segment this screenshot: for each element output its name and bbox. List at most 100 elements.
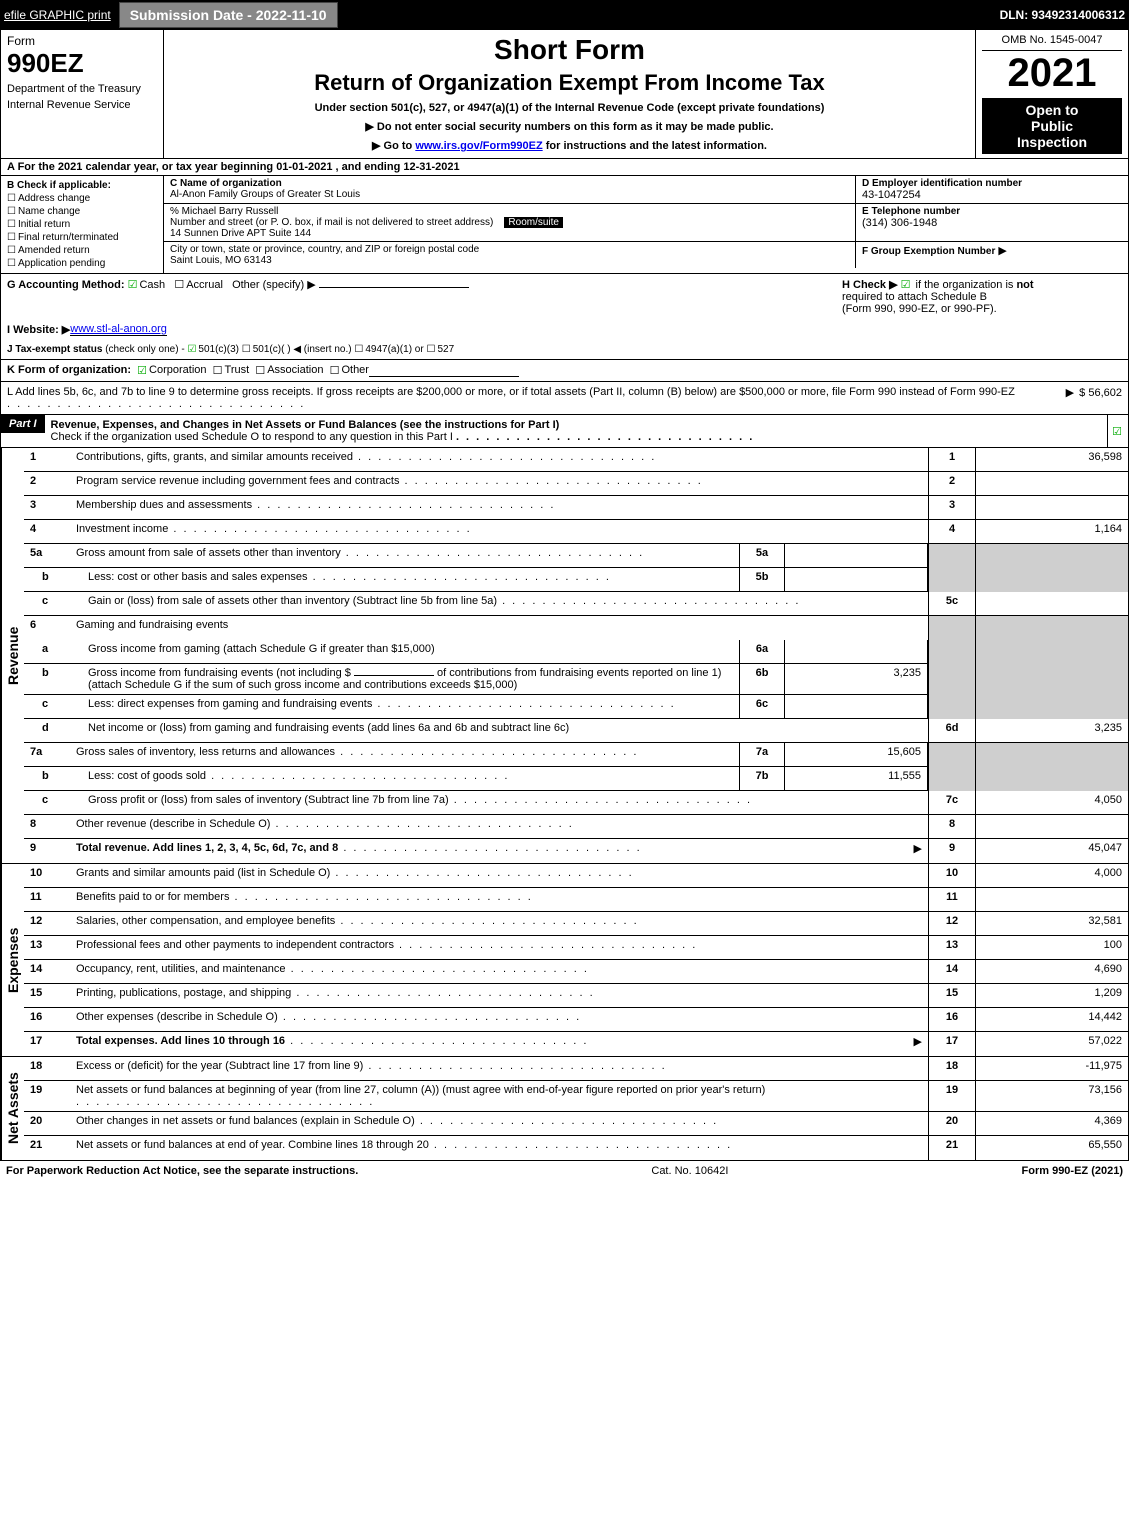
box-b-title: B Check if applicable: [7, 180, 157, 191]
header-right: OMB No. 1545-0047 2021 Open to Public In… [976, 30, 1128, 158]
goto-line: Go to www.irs.gov/Form990EZ for instruct… [174, 139, 965, 152]
blank-line[interactable] [354, 675, 434, 676]
line-rval: -11,975 [976, 1057, 1128, 1081]
line-desc: Investment income [70, 520, 928, 544]
gray-cell [928, 568, 976, 592]
section-bcdef: B Check if applicable: Address change Na… [0, 176, 1129, 274]
gray-cell [976, 664, 1128, 695]
line-desc: Grants and similar amounts paid (list in… [70, 864, 928, 888]
row-h: H Check ▶ if the organization is not req… [842, 278, 1122, 315]
chk-name-change[interactable]: Name change [7, 206, 157, 217]
j-insert: ◀ (insert no.) [293, 344, 351, 355]
chk-assoc[interactable] [255, 364, 267, 377]
website-link[interactable]: www.stl-al-anon.org [70, 323, 167, 336]
line-num: 10 [24, 864, 70, 888]
line-rnum: 8 [928, 815, 976, 839]
line-rval: 100 [976, 936, 1128, 960]
city-value: Saint Louis, MO 63143 [170, 255, 849, 266]
line-desc: Total expenses. Add lines 10 through 16 … [70, 1032, 928, 1056]
line-num: 15 [24, 984, 70, 1008]
line-5b: b Less: cost or other basis and sales ex… [24, 568, 1128, 592]
chk-4947[interactable] [354, 344, 365, 355]
line-num: 8 [24, 815, 70, 839]
line-rnum: 10 [928, 864, 976, 888]
ein-value: 43-1047254 [862, 189, 1122, 201]
short-form-title: Short Form [174, 34, 965, 66]
l-amount: $ 56,602 [1079, 387, 1122, 399]
line-num: b [24, 664, 82, 695]
chk-527[interactable] [426, 344, 437, 355]
irs-link[interactable]: www.irs.gov/Form990EZ [415, 140, 542, 152]
line-num: b [24, 767, 82, 791]
net-assets-lines: 18 Excess or (deficit) for the year (Sub… [24, 1057, 1128, 1160]
line-mval [785, 544, 928, 568]
line-desc: Excess or (deficit) for the year (Subtra… [70, 1057, 928, 1081]
chk-other-org[interactable] [330, 364, 342, 377]
line-mval [785, 640, 928, 664]
line-mnum: 5b [739, 568, 785, 592]
line-9: 9 Total revenue. Add lines 1, 2, 3, 4, 5… [24, 839, 1128, 863]
line-num: 4 [24, 520, 70, 544]
line-rnum: 4 [928, 520, 976, 544]
line-num: 13 [24, 936, 70, 960]
efile-link[interactable]: efile GRAPHIC print [4, 8, 111, 22]
h-label: H Check ▶ [842, 279, 898, 291]
chk-initial-return[interactable]: Initial return [7, 219, 157, 230]
box-e-label: E Telephone number [862, 206, 1122, 217]
row-g: G Accounting Method: Cash Accrual Other … [7, 278, 469, 315]
line-desc: Program service revenue including govern… [70, 472, 928, 496]
line-rnum: 1 [928, 448, 976, 472]
form-number: 990EZ [7, 48, 157, 79]
omb-number: OMB No. 1545-0047 [982, 34, 1122, 51]
line-20: 20 Other changes in net assets or fund b… [24, 1112, 1128, 1136]
line-rnum: 17 [928, 1032, 976, 1056]
line-rval [976, 496, 1128, 520]
other-org-line[interactable] [369, 364, 519, 377]
chk-application-pending[interactable]: Application pending [7, 258, 157, 269]
line-num: 21 [24, 1136, 70, 1160]
line-13: 13 Professional fees and other payments … [24, 936, 1128, 960]
row-j: J Tax-exempt status (check only one) - 5… [0, 340, 1129, 359]
line-desc: Gross income from gaming (attach Schedul… [82, 640, 739, 664]
part-i-check[interactable] [1107, 415, 1128, 447]
submission-date-badge: Submission Date - 2022-11-10 [119, 2, 338, 28]
line-desc: Contributions, gifts, grants, and simila… [70, 448, 928, 472]
dept-irs: Internal Revenue Service [7, 99, 157, 111]
chk-501c[interactable] [242, 344, 253, 355]
chk-h[interactable] [901, 279, 913, 291]
line-rval: 57,022 [976, 1032, 1128, 1056]
revenue-label: Revenue [1, 448, 24, 863]
line-desc: Gross profit or (loss) from sales of inv… [82, 791, 928, 815]
line-8: 8 Other revenue (describe in Schedule O)… [24, 815, 1128, 839]
goto-prefix: Go to [384, 140, 416, 152]
chk-amended-return[interactable]: Amended return [7, 245, 157, 256]
open-line3: Inspection [986, 134, 1118, 150]
line-rval: 1,164 [976, 520, 1128, 544]
chk-501c3[interactable] [187, 344, 198, 355]
chk-trust[interactable] [213, 364, 225, 377]
h-not: not [1016, 279, 1033, 291]
line-21: 21 Net assets or fund balances at end of… [24, 1136, 1128, 1160]
box-c-address: % Michael Barry Russell Number and stree… [164, 204, 856, 241]
line-mval: 15,605 [785, 743, 928, 767]
i-label: I Website: ▶ [7, 323, 70, 336]
box-d: D Employer identification number 43-1047… [856, 176, 1128, 203]
chk-address-change[interactable]: Address change [7, 193, 157, 204]
line-12: 12 Salaries, other compensation, and emp… [24, 912, 1128, 936]
line-desc: Net assets or fund balances at end of ye… [70, 1136, 928, 1160]
expenses-lines: 10 Grants and similar amounts paid (list… [24, 864, 1128, 1056]
row-l: L Add lines 5b, 6c, and 7b to line 9 to … [0, 382, 1129, 415]
line-6c: c Less: direct expenses from gaming and … [24, 695, 1128, 719]
chk-final-return[interactable]: Final return/terminated [7, 232, 157, 243]
line-mnum: 6c [739, 695, 785, 719]
gray-cell [976, 743, 1128, 767]
part-i-subtitle: Check if the organization used Schedule … [51, 431, 453, 443]
line-rnum: 11 [928, 888, 976, 912]
phone-value: (314) 306-1948 [862, 217, 1122, 229]
other-specify-line[interactable] [319, 287, 469, 288]
line-desc: Other changes in net assets or fund bala… [70, 1112, 928, 1136]
h-text3: (Form 990, 990-EZ, or 990-PF). [842, 303, 997, 315]
chk-cash[interactable] [128, 279, 140, 291]
chk-corp[interactable] [137, 364, 149, 377]
chk-accrual[interactable] [174, 279, 186, 291]
